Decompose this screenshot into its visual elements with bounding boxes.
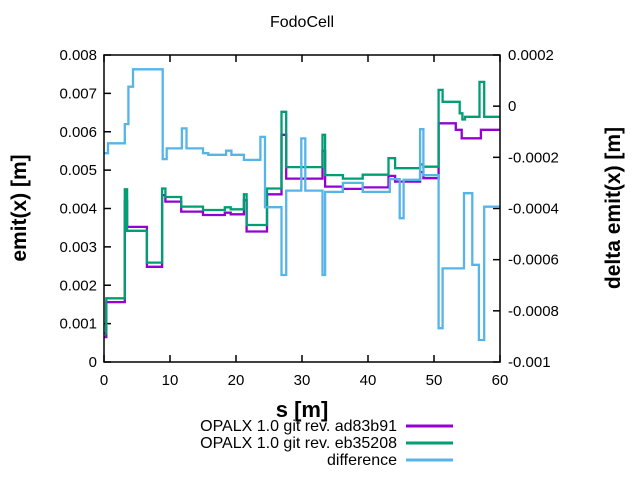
x-tick-label: 50 [426, 372, 443, 389]
y-left-tick-label: 0.005 [59, 162, 97, 179]
axis-ticks: 0 10 20 30 40 50 60 0 0.001 0.002 0.003 0.004 0.005 0… [59, 47, 558, 389]
x-tick-label: 40 [360, 372, 377, 389]
y-right-tick-label: 0 [508, 98, 516, 115]
y-left-tick-label: 0 [89, 354, 97, 371]
y-left-tick-label: 0.002 [59, 277, 97, 294]
y-left-tick-label: 0.003 [59, 239, 97, 256]
series-line-2 [104, 68, 500, 342]
y-right-tick-label: -0.0002 [508, 149, 559, 166]
legend: OPALX 1.0 git rev. ad83b91 OPALX 1.0 git… [200, 418, 453, 469]
x-tick-label: 60 [492, 372, 509, 389]
y-left-tick-label: 0.001 [59, 316, 97, 333]
y-axis-label-right: delta emit(x) [m] [602, 127, 625, 289]
plot-border [103, 54, 501, 363]
y-right-tick-label: -0.001 [508, 354, 551, 371]
x-tick-label: 10 [162, 372, 179, 389]
y-right-tick-label: -0.0008 [508, 303, 559, 320]
plot-series [104, 68, 500, 342]
legend-label-series-3: difference [327, 452, 397, 469]
chart-title: FodoCell [270, 14, 334, 31]
y-right-tick-label: 0.0002 [508, 47, 554, 64]
y-right-tick-label: -0.0006 [508, 252, 559, 269]
x-tick-label: 30 [294, 372, 311, 389]
x-tick-label: 20 [228, 372, 245, 389]
y-left-tick-label: 0.008 [59, 47, 97, 64]
y-left-tick-label: 0.004 [59, 201, 97, 218]
x-tick-label: 0 [100, 372, 108, 389]
legend-label-series-2: OPALX 1.0 git rev. eb35208 [200, 435, 397, 452]
x-axis-label: s [m] [276, 397, 329, 422]
y-right-tick-label: -0.0004 [508, 201, 559, 218]
legend-label-series-1: OPALX 1.0 git rev. ad83b91 [200, 418, 397, 435]
y-left-tick-label: 0.006 [59, 124, 97, 141]
y-axis-label-left: emit(x) [m] [8, 154, 31, 261]
y-left-tick-label: 0.007 [59, 85, 97, 102]
